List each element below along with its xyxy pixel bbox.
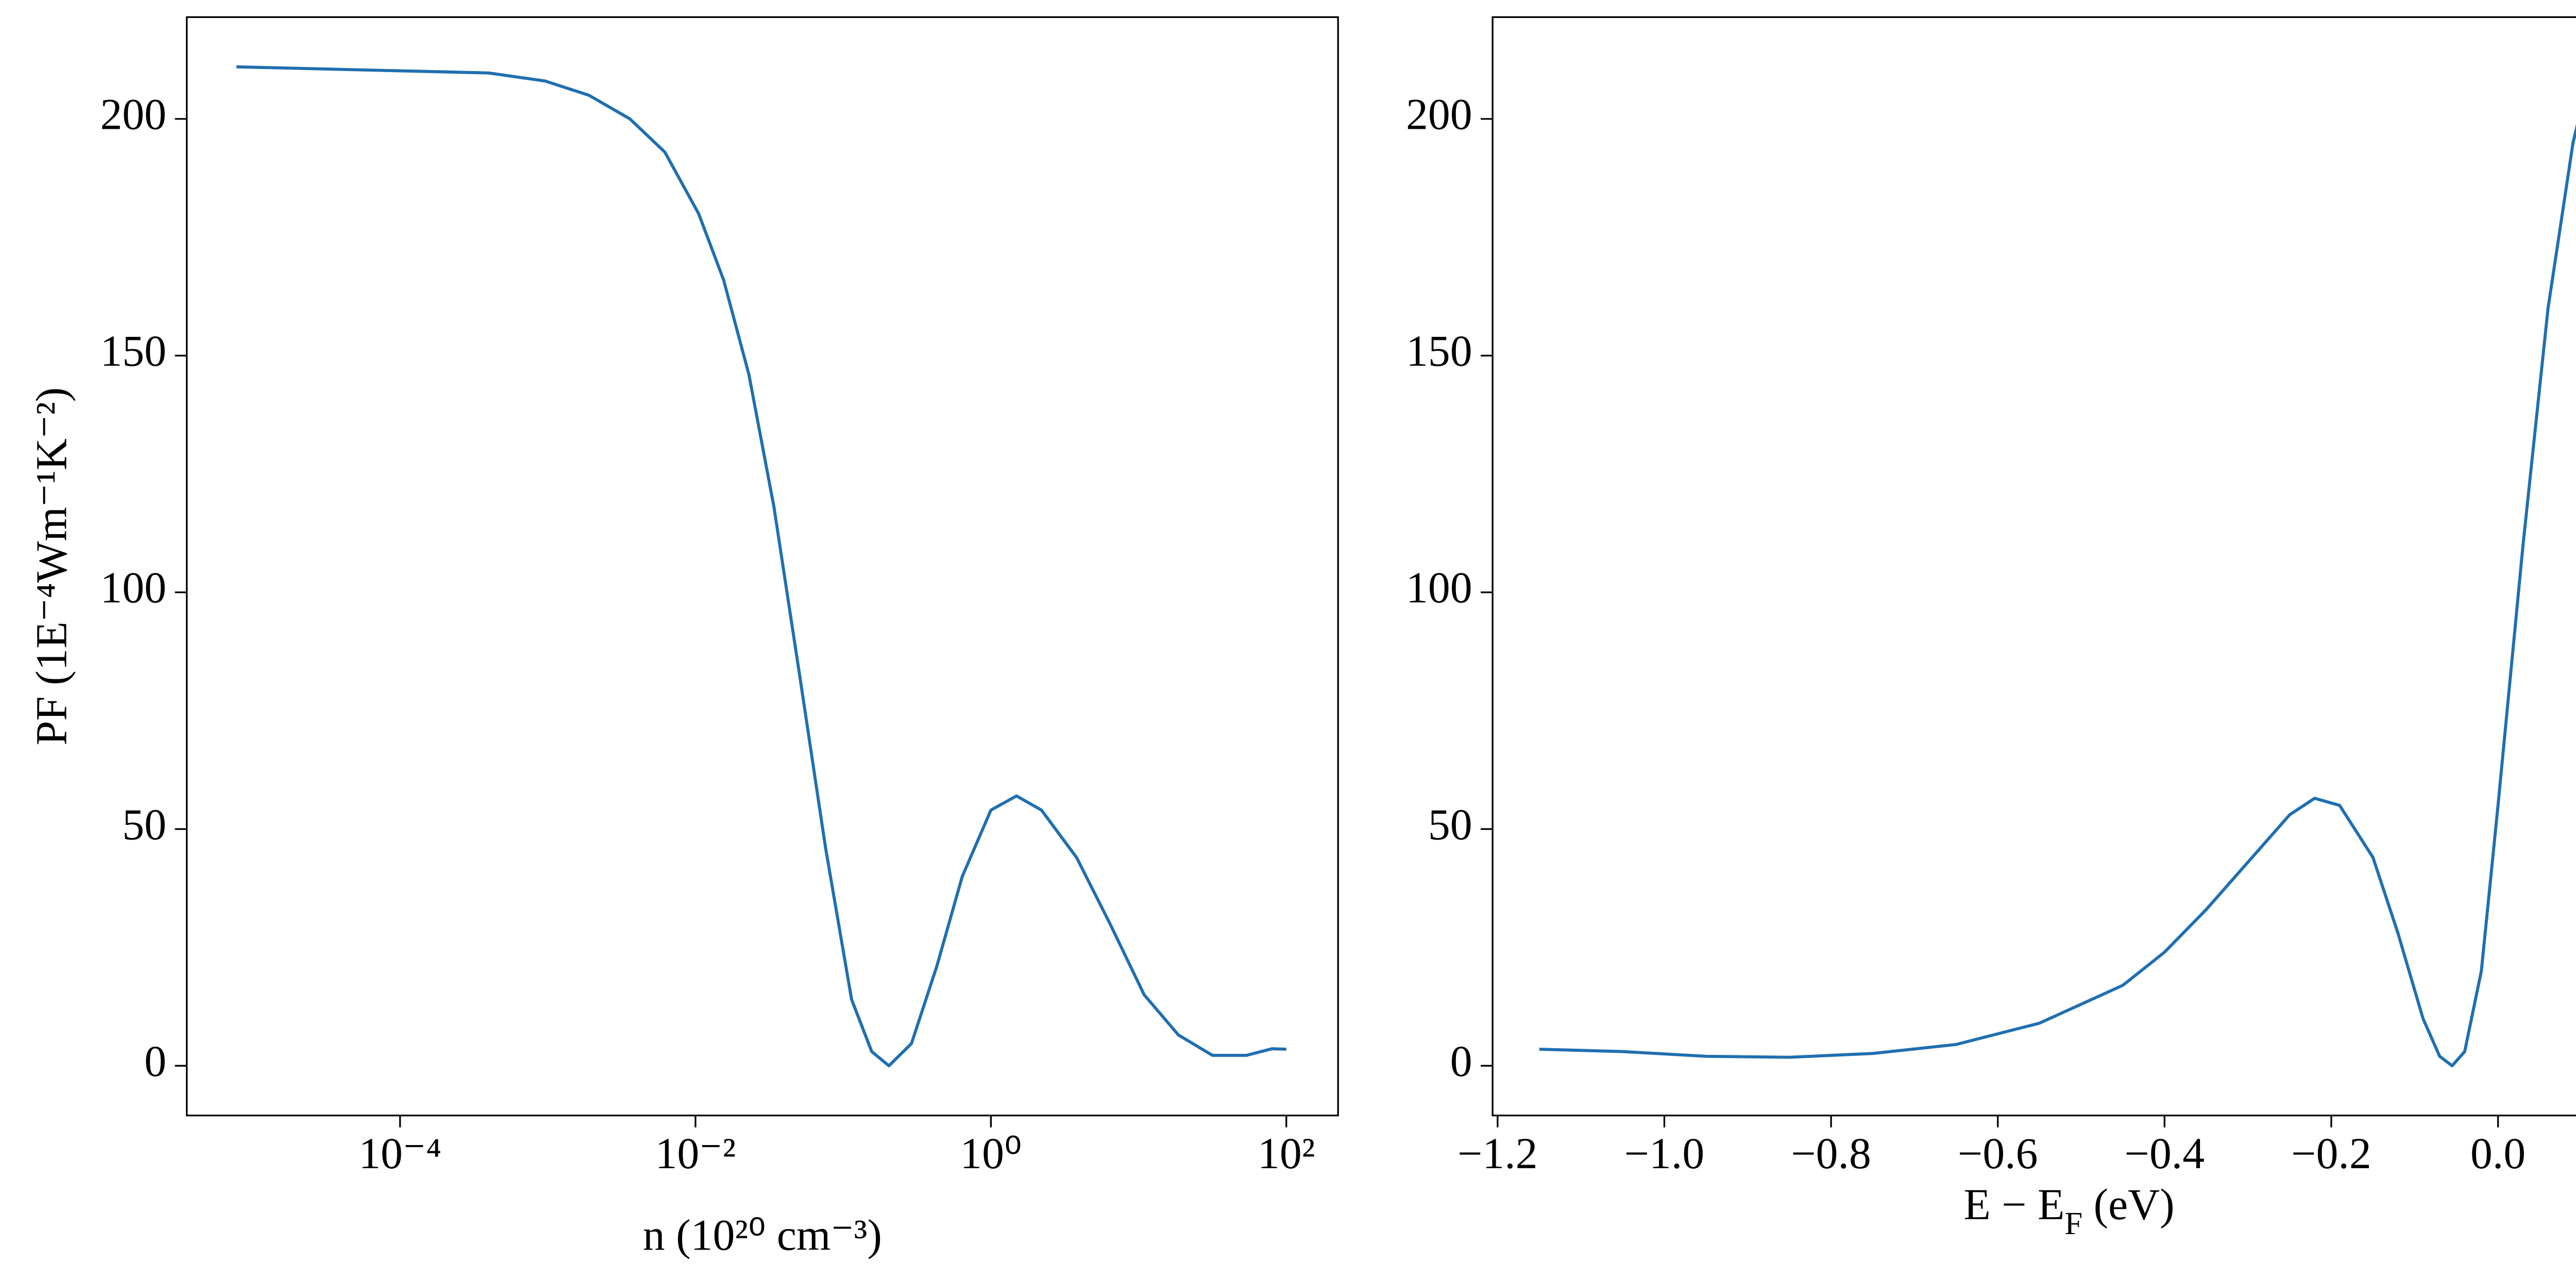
plot-frame [1492,16,2576,1117]
y-tick-label: 150 [100,327,166,375]
x-axis-label-part: (eV) [2082,1180,2174,1229]
x-tick-label: −0.8 [1791,1129,1871,1178]
x-tick-label: 10⁰ [960,1129,1022,1178]
y-tick-label: 150 [1406,327,1472,375]
y-tick-label: 100 [100,563,166,612]
x-tick-label: −0.2 [2291,1129,2371,1178]
y-tick-label: 0 [144,1037,166,1086]
x-axis-label-part: E − E [1964,1180,2065,1229]
y-tick-label: 50 [1428,800,1472,849]
y-tick-label: 0 [1450,1037,1472,1086]
x-axis-label-part: F [2064,1205,2082,1241]
y-tick-label: 100 [1406,563,1472,612]
x-tick-label: 10⁻² [655,1129,736,1178]
x-axis-label: n (10²⁰ cm⁻³) [643,1210,882,1259]
x-tick-label: −1.0 [1624,1129,1704,1178]
x-tick-label: 0.0 [2470,1129,2526,1178]
y-tick-label: 50 [122,800,166,849]
y-tick-label: 200 [100,90,166,139]
x-tick-label: −0.4 [2125,1129,2205,1178]
y-tick-label: 200 [1406,90,1472,139]
x-tick-label: 10² [1258,1129,1315,1178]
x-tick-label: −1.2 [1458,1129,1537,1178]
x-axis-label-part: n (10²⁰ cm⁻³) [643,1210,882,1259]
x-tick-label: −0.6 [1958,1129,2038,1178]
x-axis-label: E − EF (eV) [1964,1180,2175,1242]
data-line [1539,124,2576,1068]
x-tick-label: 10⁻⁴ [359,1129,442,1178]
plot-frame [185,16,1339,1117]
y-axis-label: PF (1E⁻⁴Wm⁻¹K⁻²) [27,387,76,745]
data-line [236,65,1286,1068]
